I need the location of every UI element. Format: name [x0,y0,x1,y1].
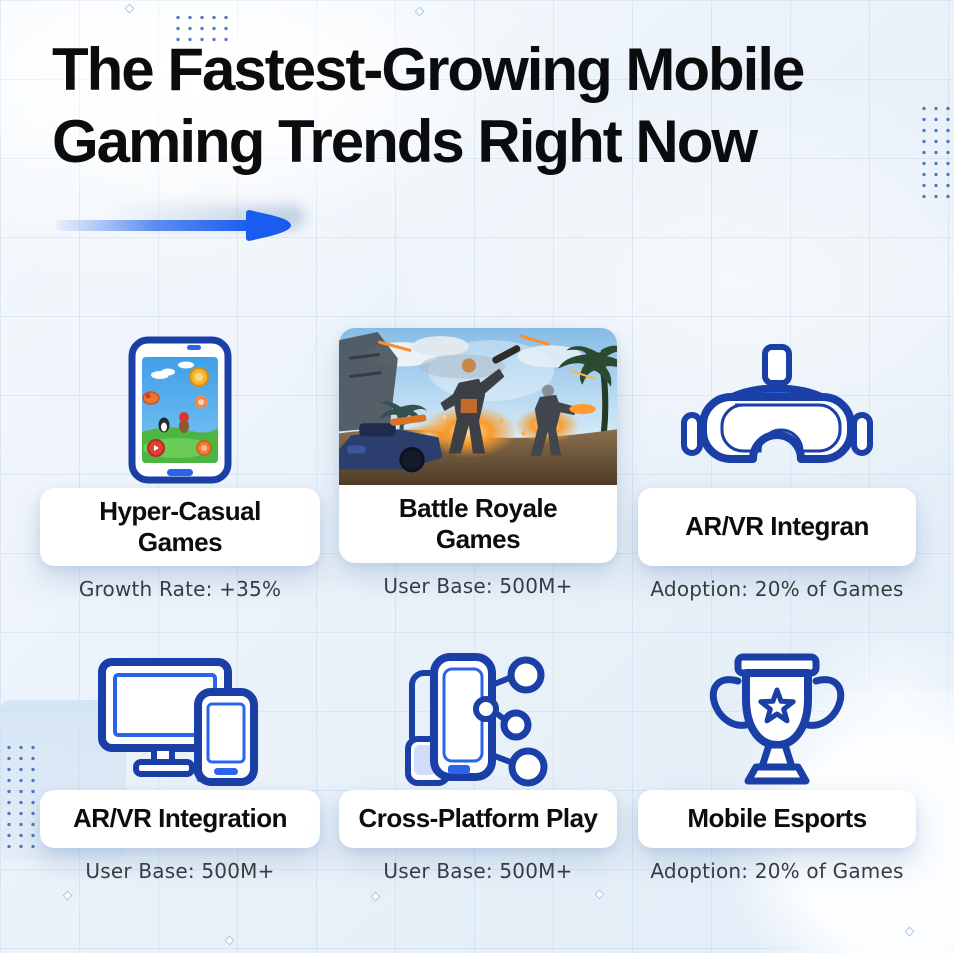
card-title-box: Battle Royale Games [339,485,617,563]
card-arvr-integration: AR/VR Integration User Base: 500M+ [40,650,320,883]
grid-node [62,890,73,901]
trophy-icon [702,650,852,790]
grid-node [594,889,605,900]
card-hyper-casual-games: Hyper-Casual Games Growth Rate: +35% [40,332,320,601]
card-stat: User Base: 500M+ [85,859,275,883]
card-title-box: Cross-Platform Play [339,790,617,848]
dot-pattern [3,742,35,854]
dot-pattern [918,103,954,205]
card-stat: User Base: 500M+ [383,574,573,598]
monitor-phone-icon [92,650,268,790]
card-title: AR/VR Integran [685,511,869,542]
card-title: AR/VR Integration [73,803,287,834]
vr-headset-icon [679,332,875,488]
cross-platform-network-icon [394,650,562,790]
card-battle-royale-games: Battle Royale Games User Base: 500M+ [339,328,617,598]
card-title: Cross-Platform Play [358,803,598,834]
background-sheen [0,0,500,220]
grid-node [224,935,235,946]
phone-game-icon [127,332,233,488]
card-title-box: AR/VR Integran [638,488,916,566]
card-title-box: AR/VR Integration [40,790,320,848]
page-title: The Fastest-Growing Mobile Gaming Trends… [52,36,805,175]
card-title: Hyper-Casual Games [99,495,261,557]
battle-royale-image [339,328,617,485]
card-title: Mobile Esports [687,803,867,834]
card-stat: Adoption: 20% of Games [650,859,904,883]
grid-node [370,891,381,902]
dot-pattern [172,12,232,48]
card-mobile-esports: Mobile Esports Adoption: 20% of Games [638,650,916,883]
card-stat: Growth Rate: +35% [78,577,282,601]
card-stat: User Base: 500M+ [383,859,573,883]
battle-royale-card: Battle Royale Games [339,328,617,563]
card-stat: Adoption: 20% of Games [650,577,904,601]
card-title: Battle Royale Games [398,492,558,554]
card-title-box: Mobile Esports [638,790,916,848]
card-arvr-integran: AR/VR Integran Adoption: 20% of Games [638,332,916,601]
arrow-right-icon [56,210,291,241]
card-title-box: Hyper-Casual Games [40,488,320,566]
card-cross-platform-play: Cross-Platform Play User Base: 500M+ [339,650,617,883]
